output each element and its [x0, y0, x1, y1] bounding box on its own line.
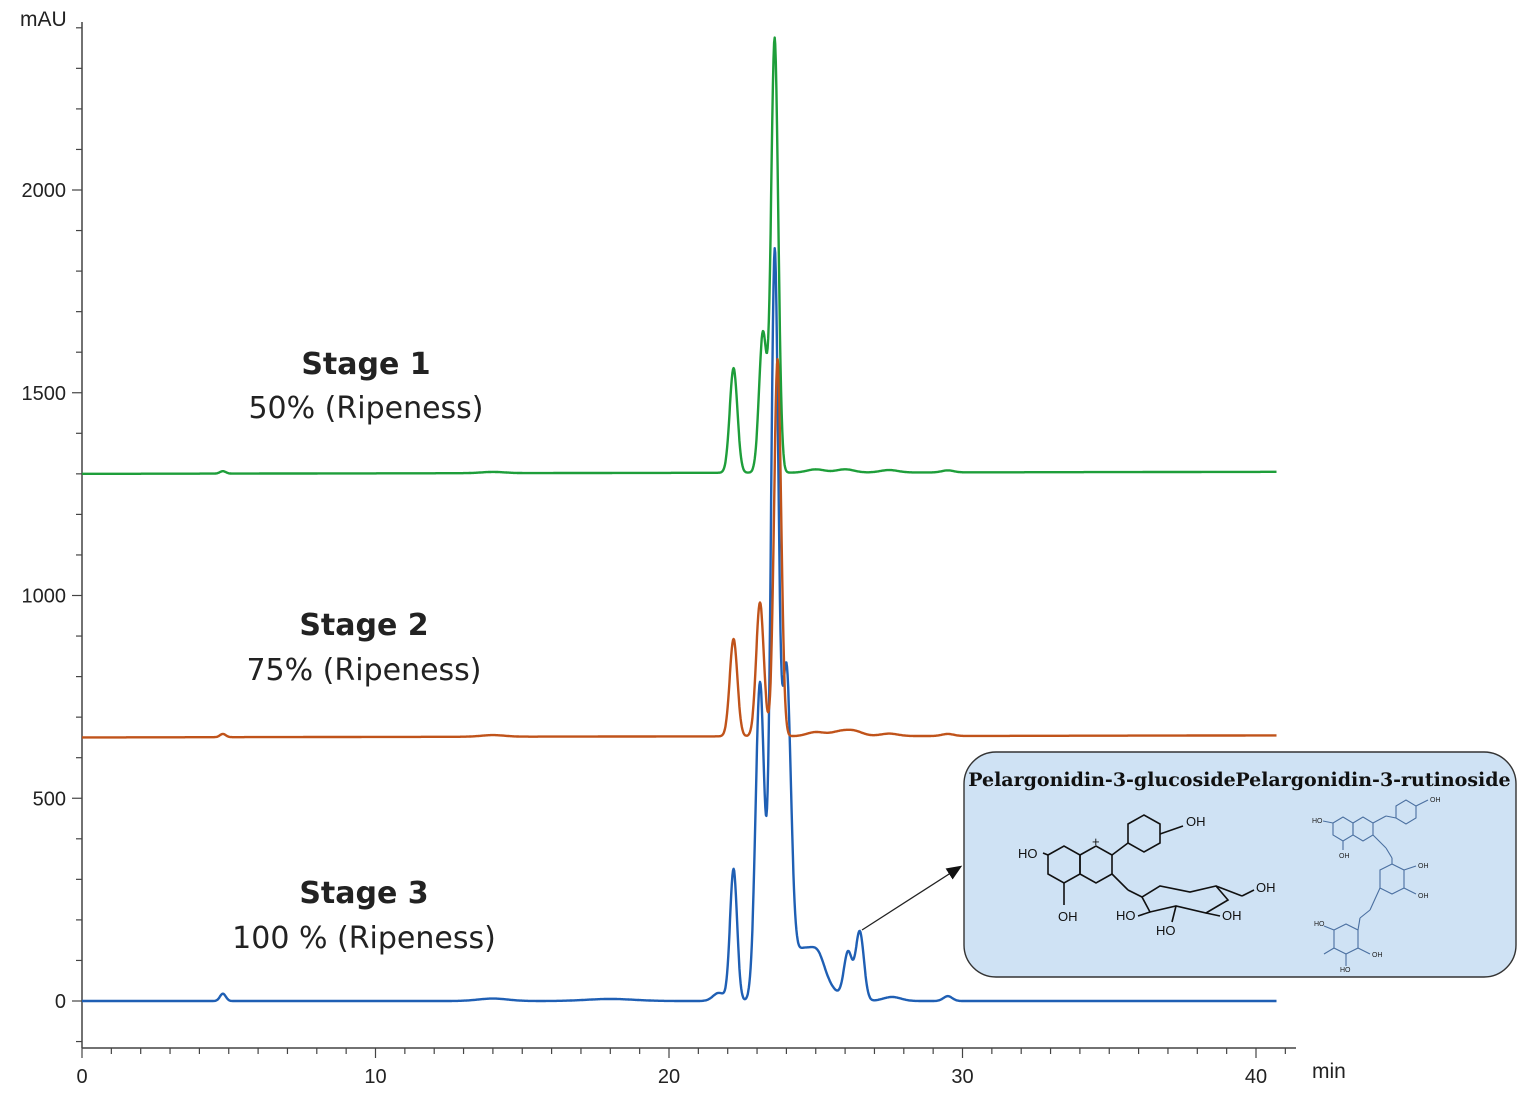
glucoside-plus: + — [1092, 834, 1100, 849]
y-tick-label: 2000 — [22, 180, 67, 202]
stage-3-name: Stage 3 — [299, 876, 428, 911]
rutinoside-oh-sugar-1: OH — [1418, 863, 1429, 870]
glucoside-ho-sugar-2: HO — [1156, 923, 1176, 938]
x-tick-label: 40 — [1245, 1066, 1267, 1088]
compound-1-title: Pelargonidin-3-glucoside — [968, 769, 1236, 791]
axes: 0 10 20 30 40 0 500 1000 1500 2000 mAU min — [20, 8, 1346, 1088]
stage-2-ripeness: 75% (Ripeness) — [246, 653, 481, 688]
glucoside-ho-left: HO — [1018, 846, 1038, 861]
inset-structures-box: Pelargonidin-3-glucoside Pelargonidin-3-… — [963, 751, 1517, 978]
annotation-arrow — [861, 865, 963, 931]
stage-3-label: Stage 3 100 % (Ripeness) — [232, 876, 496, 956]
rutinoside-oh-bottom: OH — [1339, 853, 1350, 860]
x-tick-label: 30 — [951, 1066, 973, 1088]
y-tick-label: 500 — [33, 788, 66, 810]
inset-background — [963, 751, 1517, 978]
stage-2-label: Stage 2 75% (Ripeness) — [246, 608, 481, 688]
minor-ticks — [76, 27, 1286, 1054]
x-tick-label: 10 — [364, 1066, 386, 1088]
stage-1-ripeness: 50% (Ripeness) — [248, 391, 483, 426]
glucoside-ho-sugar-1: HO — [1116, 908, 1136, 923]
stage-1-name: Stage 1 — [301, 347, 430, 382]
pelargonidin-3-glucoside-structure — [1042, 814, 1255, 923]
rutinoside-ho-sugar-5: HO — [1340, 967, 1351, 974]
trace-stage-2 — [81, 357, 1278, 739]
y-tick-label: 1000 — [22, 586, 67, 608]
x-tick-label: 0 — [76, 1066, 87, 1088]
glucoside-oh-sugar-3: OH — [1222, 908, 1242, 923]
glucoside-oh-bottom: OH — [1058, 909, 1078, 924]
stage-3-ripeness: 100 % (Ripeness) — [232, 921, 496, 956]
rutinoside-ho-left: HO — [1312, 818, 1323, 825]
major-ticks — [72, 189, 1257, 1058]
rutinoside-oh-sugar-4: OH — [1372, 952, 1383, 959]
series-traces — [81, 36, 1278, 1003]
glucoside-oh-sugar-right: OH — [1256, 880, 1276, 895]
compound-2-title: Pelargonidin-3-rutinoside — [1235, 769, 1510, 791]
x-tick-label: 20 — [658, 1066, 680, 1088]
rutinoside-oh-sugar-2: OH — [1418, 893, 1429, 900]
trace-stage-1 — [81, 36, 1278, 476]
rutinoside-ho-sugar-3: HO — [1314, 921, 1325, 928]
trace-stage-3 — [81, 247, 1278, 1003]
y-axis-label: mAU — [20, 8, 67, 31]
rutinoside-oh-top: OH — [1430, 797, 1441, 804]
y-tick-label: 0 — [55, 991, 66, 1013]
x-axis-label: min — [1312, 1060, 1346, 1083]
stage-2-name: Stage 2 — [299, 608, 428, 643]
stage-1-label: Stage 1 50% (Ripeness) — [248, 347, 483, 426]
glucoside-oh-top: OH — [1186, 814, 1206, 829]
pelargonidin-3-rutinoside-structure — [1322, 799, 1429, 966]
tick-labels: 0 10 20 30 40 0 500 1000 1500 2000 — [22, 180, 1268, 1088]
y-tick-label: 1500 — [22, 383, 67, 405]
